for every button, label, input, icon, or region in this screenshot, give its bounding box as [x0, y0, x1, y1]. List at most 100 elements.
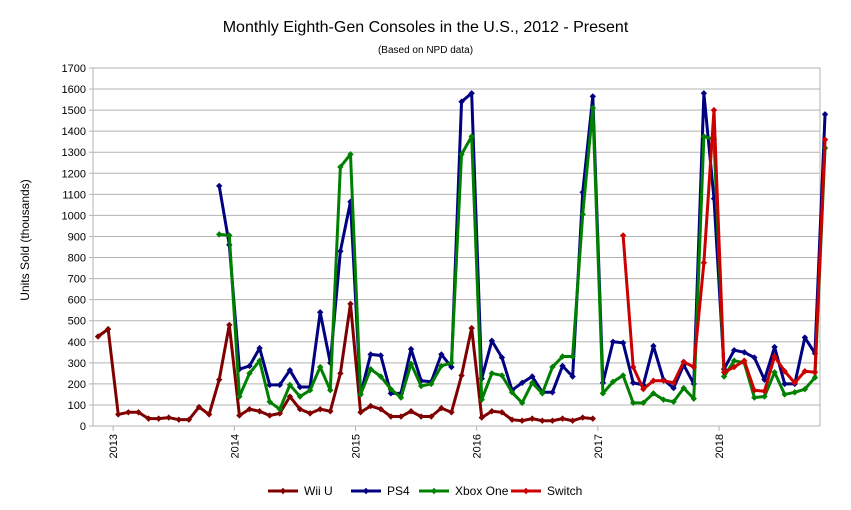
data-point [619, 232, 627, 239]
data-point [347, 151, 354, 158]
data-point [337, 248, 344, 255]
data-point [316, 363, 324, 371]
data-point [367, 351, 374, 358]
data-point [488, 370, 496, 377]
data-point [771, 343, 778, 351]
data-point [518, 417, 526, 424]
x-tick-label: 2017 [593, 434, 605, 458]
data-point [811, 369, 819, 376]
data-point [266, 381, 273, 389]
data-point [468, 90, 475, 97]
data-point [589, 415, 597, 422]
data-point [549, 389, 556, 396]
data-point [821, 136, 829, 143]
data-point [246, 370, 253, 377]
data-point [357, 409, 364, 416]
data-point [357, 391, 364, 398]
data-point [630, 399, 637, 407]
data-point [327, 387, 334, 394]
data-point [700, 133, 708, 140]
y-tick-label: 900 [68, 231, 86, 243]
data-point [579, 414, 586, 421]
data-point [488, 408, 496, 415]
data-point [710, 106, 718, 114]
data-point [276, 405, 283, 413]
data-point [498, 354, 506, 361]
y-tick-label: 1400 [62, 126, 86, 138]
data-point [246, 362, 253, 370]
data-point [680, 384, 687, 392]
data-point [407, 360, 415, 368]
data-point [266, 398, 273, 405]
data-point [276, 410, 283, 417]
data-point [306, 387, 314, 394]
data-point [751, 387, 758, 394]
data-point [407, 345, 415, 353]
data-point [397, 413, 405, 420]
data-point [609, 338, 617, 345]
data-point [377, 373, 384, 380]
data-point [569, 353, 576, 360]
data-point [195, 403, 203, 411]
data-point [730, 357, 738, 364]
data-point [761, 393, 768, 400]
data-point [115, 411, 122, 418]
data-point [761, 388, 768, 395]
data-point [438, 362, 445, 370]
y-tick-label: 100 [68, 400, 86, 412]
data-point [185, 416, 193, 423]
data-point [458, 98, 465, 105]
data-point [801, 368, 809, 375]
data-point [751, 394, 758, 401]
legend-label: Switch [547, 484, 582, 498]
data-point [286, 366, 294, 374]
data-point [337, 163, 344, 171]
data-point [569, 417, 576, 424]
data-point [276, 381, 283, 389]
data-point [236, 393, 243, 400]
data-point [529, 373, 536, 380]
data-point [549, 417, 556, 424]
data-point [781, 368, 788, 375]
data-point [730, 346, 738, 354]
chart-subtitle: (Based on NPD data) [377, 45, 474, 56]
data-point [347, 300, 354, 308]
data-point [478, 414, 485, 421]
data-point [397, 394, 405, 401]
data-point [508, 389, 516, 396]
y-tick-label: 1500 [62, 105, 86, 117]
data-point [458, 372, 465, 379]
data-point [680, 358, 687, 365]
x-tick-label: 2013 [108, 434, 120, 458]
data-point [650, 377, 657, 384]
data-point [104, 325, 112, 333]
data-point [266, 412, 273, 419]
data-point [821, 111, 829, 118]
data-point [690, 395, 697, 402]
data-point [700, 90, 708, 97]
data-point [226, 232, 233, 239]
data-point [236, 412, 243, 419]
data-point [175, 416, 183, 423]
data-point [539, 417, 546, 424]
legend-label: PS4 [387, 484, 410, 498]
data-point [428, 413, 435, 420]
legend-marker [279, 487, 287, 495]
data-point [438, 351, 445, 358]
data-point [700, 259, 708, 266]
data-point [256, 344, 263, 352]
y-tick-label: 1600 [62, 84, 86, 96]
data-point [448, 363, 455, 371]
data-point [337, 370, 344, 377]
data-point [559, 353, 566, 360]
data-point [559, 415, 566, 422]
data-point [630, 379, 637, 387]
x-tick-label: 2015 [351, 434, 363, 458]
data-point [619, 372, 627, 379]
data-point [458, 151, 465, 158]
data-point [720, 369, 728, 376]
y-tick-label: 1100 [62, 189, 86, 201]
legend-marker [430, 487, 438, 495]
data-point [801, 334, 809, 341]
